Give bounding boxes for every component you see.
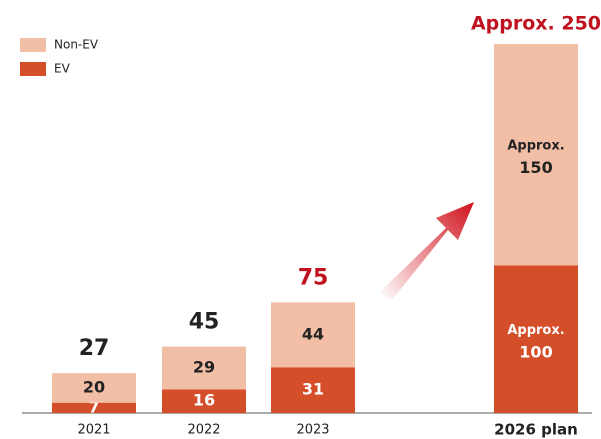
value-label: 44 — [302, 324, 324, 343]
value-label: 31 — [302, 380, 324, 399]
value-label: 20 — [83, 377, 105, 396]
total-label: 45 — [189, 310, 220, 335]
bar-segment — [271, 367, 355, 413]
x-tick-label: 2021 — [77, 423, 110, 438]
bar-segment — [52, 402, 136, 413]
bar-segment — [494, 265, 578, 413]
value-label: Approx. 100 — [507, 323, 564, 361]
x-tick-label: 2022 — [187, 423, 220, 438]
bar-segment — [271, 302, 355, 368]
legend-swatch — [20, 38, 46, 52]
bar-segment — [494, 44, 578, 266]
legend-label: Non-EV — [54, 38, 99, 52]
total-label: Approx. 250 — [471, 13, 601, 35]
value-label: Approx. 150 — [507, 138, 564, 176]
total-label: 75 — [298, 265, 329, 290]
bar-segment — [162, 389, 246, 413]
x-tick-label: 2023 — [296, 423, 329, 438]
bar-segment — [52, 373, 136, 403]
value-label: 7 — [88, 397, 99, 416]
growth-arrow — [380, 202, 474, 300]
x-tick-label: 2026 plan — [494, 421, 578, 439]
total-label: 27 — [79, 336, 110, 361]
bar-segment — [162, 346, 246, 390]
legend-label: EV — [54, 62, 71, 76]
value-label: 29 — [193, 357, 215, 376]
legend-swatch — [20, 62, 46, 76]
value-label: 16 — [193, 391, 215, 410]
